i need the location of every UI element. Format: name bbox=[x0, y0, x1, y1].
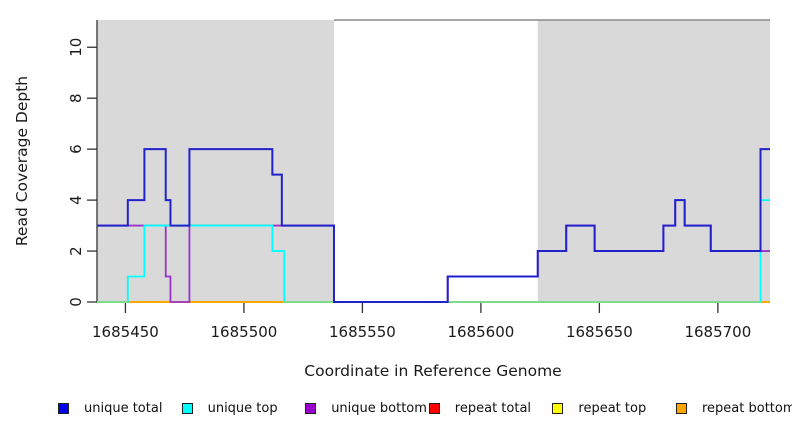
legend-item: unique bottom bbox=[305, 399, 427, 417]
x-axis-label: Coordinate in Reference Genome bbox=[304, 362, 561, 380]
y-axis-label: Read Coverage Depth bbox=[13, 76, 31, 246]
legend-item-label: unique top bbox=[207, 400, 278, 416]
legend-swatch-icon bbox=[428, 402, 440, 414]
x-tick-label: 1685450 bbox=[92, 323, 159, 341]
y-tick-label: 4 bbox=[67, 195, 85, 205]
shaded-region bbox=[537, 20, 770, 302]
legend-item: repeat total bbox=[428, 399, 532, 417]
legend-item-label: unique total bbox=[84, 400, 163, 416]
series-line-unique-total bbox=[97, 148, 770, 303]
x-tick-label: 1685550 bbox=[329, 323, 396, 341]
legend-swatch-icon bbox=[676, 402, 687, 414]
y-tick-label: 10 bbox=[67, 38, 85, 57]
x-tick-label: 1685600 bbox=[447, 323, 514, 341]
legend: unique total unique top unique bottom repea… bbox=[0, 399, 792, 421]
series-line-unique-top bbox=[97, 199, 770, 303]
x-tick-label: 1685650 bbox=[566, 323, 633, 341]
legend-item-label: repeat total bbox=[454, 400, 532, 416]
legend-item: repeat top bbox=[552, 399, 646, 417]
y-tick-label: 6 bbox=[67, 144, 85, 154]
legend-swatch-icon bbox=[181, 402, 193, 414]
legend-item-label: repeat bottom bbox=[702, 400, 792, 416]
y-tick-label: 2 bbox=[67, 246, 85, 256]
x-tick-label: 1685700 bbox=[684, 323, 751, 341]
legend-item-label: repeat top bbox=[578, 400, 647, 416]
legend-item-label: unique bottom bbox=[331, 400, 427, 416]
legend-item: unique total bbox=[58, 399, 162, 417]
shaded-region bbox=[97, 20, 334, 302]
legend-swatch-icon bbox=[552, 402, 564, 414]
y-tick-label: 8 bbox=[67, 93, 85, 103]
legend-item: repeat bottom bbox=[676, 399, 792, 417]
legend-swatch-icon bbox=[305, 402, 317, 414]
legend-swatch-icon bbox=[58, 402, 69, 414]
legend-item: unique top bbox=[181, 399, 278, 417]
x-tick-label: 1685500 bbox=[211, 323, 278, 341]
y-tick-label: 0 bbox=[67, 297, 85, 307]
